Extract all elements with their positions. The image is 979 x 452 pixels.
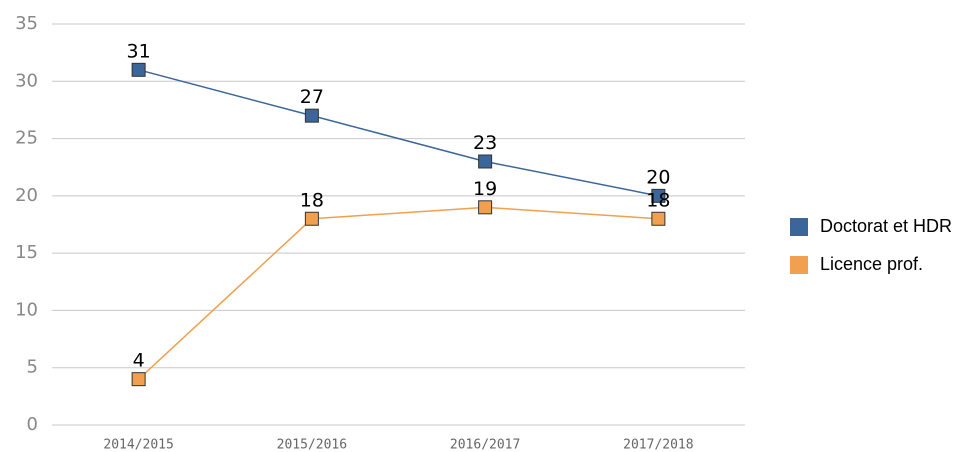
marker: [304, 108, 319, 123]
legend-label: Licence prof.: [820, 254, 923, 274]
y-tick-label: 15: [15, 242, 38, 263]
marker: [304, 211, 319, 226]
y-tick-label: 5: [27, 357, 38, 378]
legend-label: Doctorat et HDR: [820, 216, 952, 236]
y-tick-label: 35: [15, 13, 38, 34]
marker: [478, 154, 493, 169]
x-tick-label: 2015/2016: [277, 438, 347, 452]
marker: [478, 200, 493, 215]
y-tick-label: 20: [15, 185, 38, 206]
data-label: 18: [646, 189, 670, 211]
data-label: 4: [133, 350, 145, 372]
data-label: 31: [127, 40, 151, 62]
y-tick-label: 30: [15, 70, 38, 91]
data-label: 18: [300, 189, 324, 211]
y-tick-label: 25: [15, 128, 38, 149]
marker: [651, 188, 666, 203]
legend-swatch: [790, 256, 808, 274]
x-tick-label: 2016/2017: [450, 438, 520, 452]
x-tick-label: 2014/2015: [103, 438, 173, 452]
legend-swatch: [790, 218, 808, 236]
y-tick-label: 0: [27, 414, 38, 435]
data-label: 23: [473, 132, 497, 154]
marker: [131, 62, 146, 77]
x-tick-label: 2017/2018: [623, 438, 693, 452]
data-label: 27: [300, 86, 324, 108]
marker: [131, 372, 146, 387]
series-line: [138, 206, 659, 380]
data-label: 20: [646, 166, 670, 188]
series-line: [138, 69, 659, 197]
y-tick-label: 10: [15, 299, 38, 320]
marker: [651, 211, 666, 226]
data-label: 19: [473, 178, 497, 200]
